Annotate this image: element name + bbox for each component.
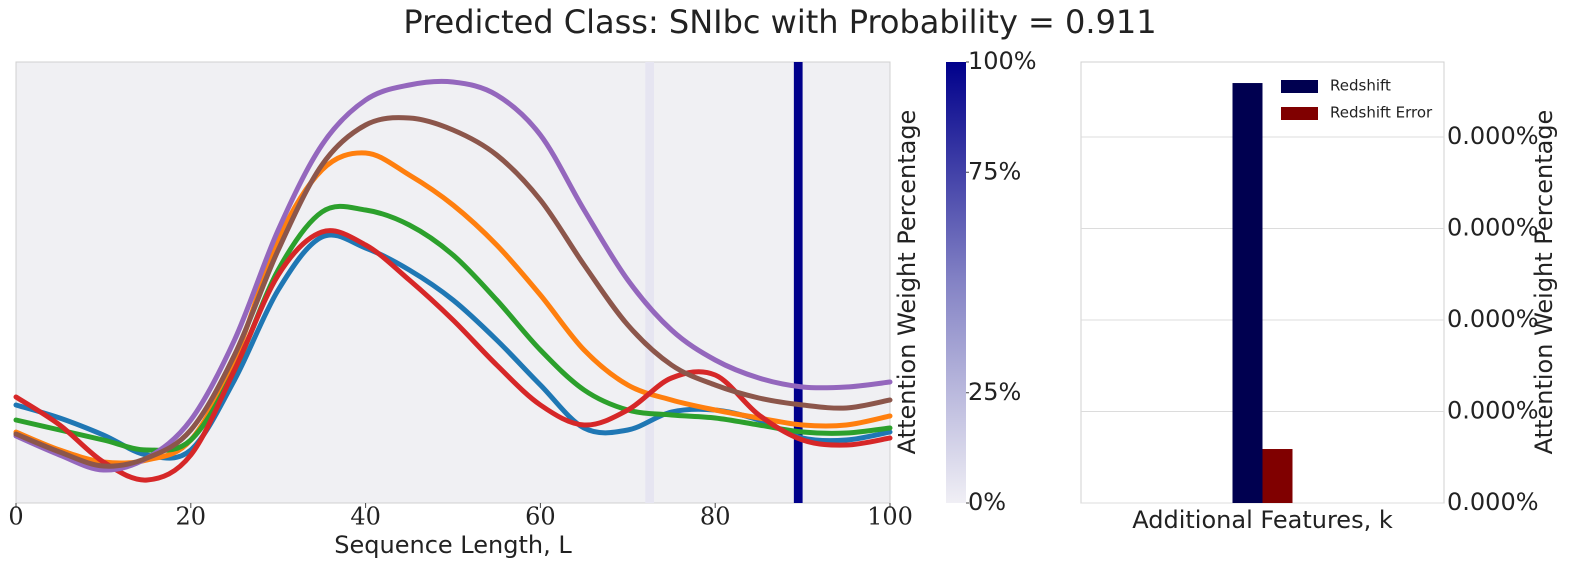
y-tick-label: 0.000% bbox=[1447, 214, 1539, 242]
colorbar-label: Attention Weight Percentage bbox=[893, 110, 921, 455]
legend-label: Redshift Error bbox=[1330, 104, 1433, 122]
x-tick-label: 40 bbox=[350, 503, 381, 531]
y-tick-label: 0.000% bbox=[1447, 122, 1539, 150]
series-line bbox=[13, 228, 893, 483]
y-tick-label: 0.000% bbox=[1447, 397, 1539, 425]
legend-swatch bbox=[1281, 80, 1318, 93]
y-tick-label: 0.000% bbox=[1447, 488, 1539, 516]
colorbar-tick-label: 0% bbox=[968, 488, 1006, 516]
colorbar-tick-label: 100% bbox=[968, 47, 1037, 75]
colorbar-tick-label: 25% bbox=[968, 378, 1021, 406]
attention-band bbox=[645, 62, 655, 503]
legend-swatch bbox=[1281, 107, 1318, 120]
y-axis-label: Attention Weight Percentage bbox=[1530, 110, 1558, 455]
bar bbox=[1262, 449, 1293, 503]
x-tick-label: 100 bbox=[867, 503, 913, 531]
series-line bbox=[13, 115, 893, 469]
figure-title: Predicted Class: SNIbc with Probability … bbox=[403, 3, 1156, 41]
y-tick-label: 0.000% bbox=[1447, 305, 1539, 333]
series-line bbox=[13, 150, 893, 466]
attention-band bbox=[793, 62, 803, 503]
x-axis-label: Sequence Length, L bbox=[334, 531, 572, 559]
series-line bbox=[13, 78, 893, 473]
x-axis-label: Additional Features, k bbox=[1132, 506, 1393, 534]
colorbar-tick-label: 75% bbox=[968, 157, 1021, 185]
bar bbox=[1232, 83, 1263, 503]
x-tick-label: 60 bbox=[525, 503, 556, 531]
plot-area bbox=[15, 61, 891, 504]
x-tick-label: 0 bbox=[8, 503, 23, 531]
colorbar bbox=[946, 62, 966, 503]
x-tick-label: 20 bbox=[176, 503, 207, 531]
legend-label: Redshift bbox=[1330, 77, 1391, 95]
x-tick-label: 80 bbox=[700, 503, 731, 531]
